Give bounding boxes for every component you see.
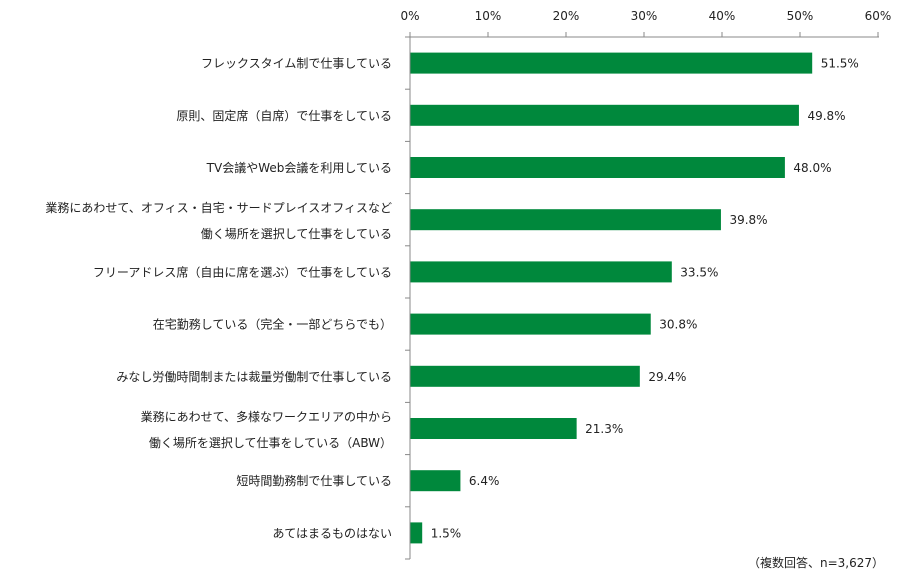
category-label: フレックスタイム制で仕事している: [201, 57, 392, 71]
bar: [410, 52, 813, 74]
category-label: 働く場所を選択して仕事をしている: [201, 227, 392, 241]
data-label: 39.8%: [729, 213, 767, 227]
data-label: 51.5%: [821, 57, 859, 71]
x-tick-label: 50%: [787, 9, 814, 23]
category-label: 原則、固定席（自席）で仕事をしている: [176, 108, 392, 123]
bar: [410, 104, 799, 126]
category-label: 働く場所を選択して仕事をしている（ABW）: [149, 436, 392, 450]
data-label: 21.3%: [585, 422, 623, 436]
category-label: TV会議やWeb会議を利用している: [206, 161, 392, 175]
category-label: 在宅勤務している（完全・一部どちらでも）: [153, 317, 392, 332]
data-label: 30.8%: [659, 318, 697, 332]
bar: [410, 209, 721, 231]
bar: [410, 470, 461, 492]
data-label: 49.8%: [807, 109, 845, 123]
category-label: みなし労働時間制または裁量労働制で仕事している: [116, 370, 392, 384]
bar: [410, 157, 785, 178]
data-label: 29.4%: [648, 370, 686, 384]
bar: [410, 313, 651, 335]
category-label: 業務にあわせて、オフィス・自宅・サードプレイスオフィスなど: [45, 200, 392, 215]
bar: [410, 261, 672, 283]
data-label: 6.4%: [469, 474, 500, 488]
bar: [410, 365, 640, 387]
x-tick-label: 10%: [475, 9, 502, 23]
data-label: 48.0%: [793, 161, 831, 175]
category-label: 短時間勤務制で仕事している: [236, 474, 392, 488]
chart-note: （複数回答、n=3,627）: [748, 555, 884, 570]
category-label: フリーアドレス席（自由に席を選ぶ）で仕事をしている: [93, 264, 392, 279]
category-label: あてはまるものはない: [272, 526, 392, 540]
x-tick-label: 20%: [553, 9, 580, 23]
x-tick-label: 60%: [865, 9, 892, 23]
data-label: 33.5%: [680, 265, 718, 279]
category-label: 業務にあわせて、多様なワークエリアの中から: [141, 409, 392, 424]
x-tick-label: 0%: [400, 9, 419, 23]
x-tick-label: 40%: [709, 9, 736, 23]
bar: [410, 522, 423, 544]
data-label: 1.5%: [431, 526, 462, 540]
x-tick-label: 30%: [631, 9, 658, 23]
bar: [410, 418, 577, 439]
